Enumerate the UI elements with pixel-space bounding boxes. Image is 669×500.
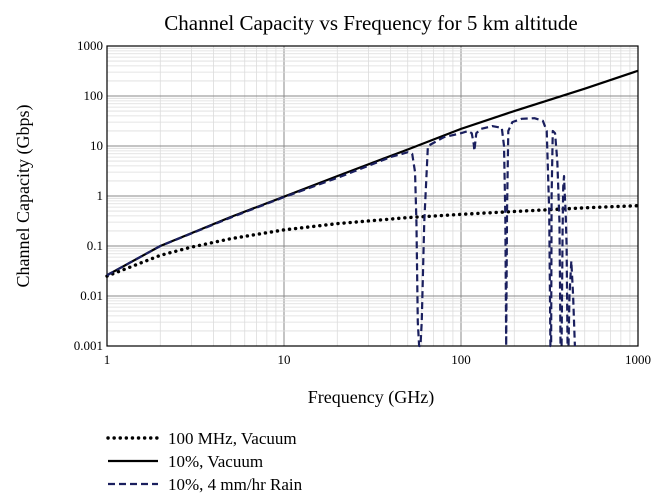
series-layer [105, 69, 640, 348]
y-tick-label: 1 [97, 188, 104, 203]
y-tick-label: 0.01 [80, 288, 103, 303]
x-tick-label: 1000 [625, 352, 651, 367]
y-tick-label: 10 [90, 138, 103, 153]
legend-label-3: 10%, 4 mm/hr Rain [168, 475, 303, 494]
legend-label-1: 100 MHz, Vacuum [168, 429, 297, 448]
series-line-1 [105, 203, 640, 278]
plot-frame [106, 45, 639, 347]
series-line-2 [106, 69, 639, 277]
legend-label-2: 10%, Vacuum [168, 452, 263, 471]
axis-ticks: 1 10 100 1000 0.001 0.01 0.1 1 10 100 1000 [74, 38, 651, 367]
x-tick-label: 100 [451, 352, 471, 367]
y-tick-label: 1000 [77, 38, 103, 53]
x-tick-label: 1 [104, 352, 111, 367]
chart-title: Channel Capacity vs Frequency for 5 km a… [164, 11, 577, 35]
series-line-3 [106, 117, 576, 348]
y-tick-label: 0.1 [87, 238, 103, 253]
y-tick-label: 100 [84, 88, 104, 103]
legend: 100 MHz, Vacuum 10%, Vacuum 10%, 4 mm/hr R… [106, 429, 303, 494]
y-tick-label: 0.001 [74, 338, 103, 353]
x-tick-label: 10 [278, 352, 291, 367]
y-axis-label: Channel Capacity (Gbps) [13, 105, 34, 288]
x-axis-label: Frequency (GHz) [308, 387, 434, 408]
